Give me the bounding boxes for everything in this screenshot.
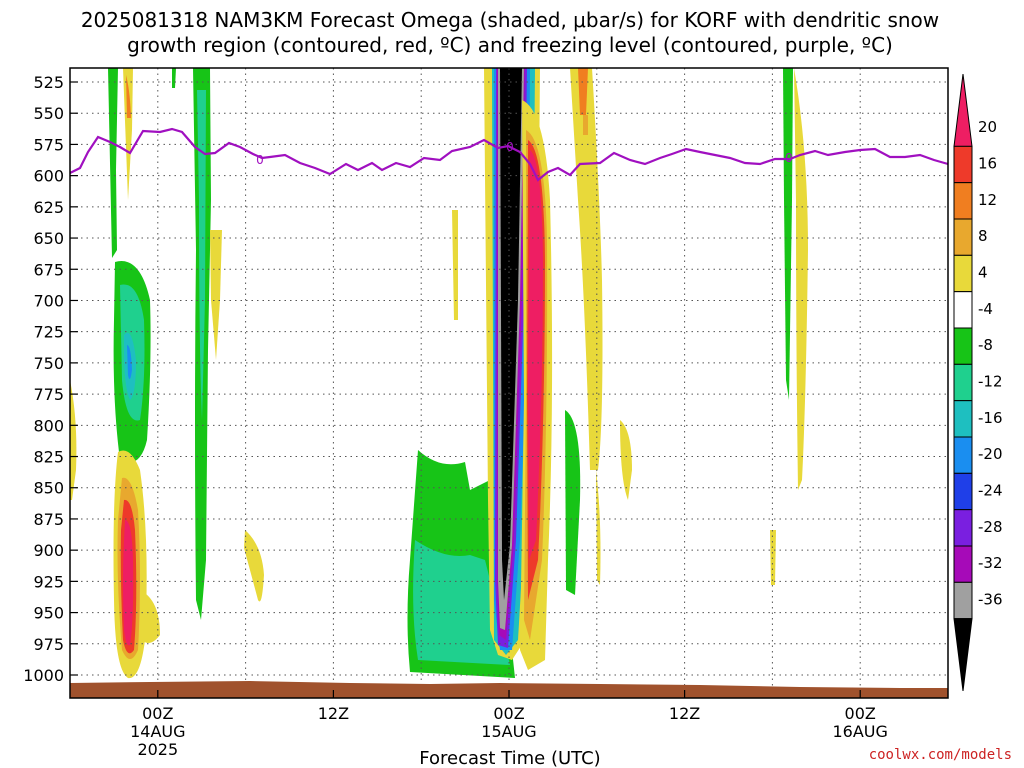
chart-title-line2: growth region (contoured, red, ºC) and f…: [127, 33, 893, 57]
freezing-level-contour: [69, 127, 949, 182]
y-tick-label: 600: [33, 167, 64, 186]
x-tick-label: 16AUG: [832, 722, 887, 741]
y-tick-label: 825: [33, 448, 64, 467]
colorbar-swatch: [953, 509, 973, 547]
x-tick-label: 2025: [137, 740, 178, 759]
colorbar-swatch: [953, 291, 973, 329]
colorbar-swatch: [953, 400, 973, 438]
ground-terrain: [70, 681, 948, 698]
y-tick-label: 550: [33, 104, 64, 123]
credit-text: coolwx.com/models: [869, 747, 1012, 763]
y-tick-label: 650: [33, 229, 64, 248]
x-tick-label: 12Z: [318, 704, 349, 723]
colorbar-swatch: [953, 73, 973, 147]
colorbar-swatch: [953, 182, 973, 220]
x-tick-label: 00Z: [142, 704, 173, 723]
y-tick-label: 950: [33, 604, 64, 623]
colorbar-swatch: [953, 218, 973, 256]
colorbar-swatch: [953, 545, 973, 583]
x-tick-label: 14AUG: [130, 722, 185, 741]
colorbar-label: -36: [978, 591, 1003, 609]
y-axis: 525 550 575 600 625 650 675 700 725 750 775 800 825 8…: [23, 73, 78, 685]
y-tick-label: 800: [33, 416, 64, 435]
colorbar: 20 16 12 8 4 -4 -8 -12 -16 -20 -24 -28 -32 -36: [953, 73, 1003, 692]
colorbar-swatch: [953, 618, 973, 692]
y-tick-label: 900: [33, 541, 64, 560]
contour-label: 0: [785, 151, 793, 165]
colorbar-label: -24: [978, 482, 1003, 500]
y-tick-label: 700: [33, 291, 64, 310]
colorbar-label: 16: [978, 155, 997, 173]
colorbar-swatch: [953, 581, 973, 620]
y-tick-label: 850: [33, 479, 64, 498]
x-tick-label: 15AUG: [481, 722, 536, 741]
x-tick-label: 12Z: [669, 704, 700, 723]
colorbar-label: -28: [978, 518, 1003, 536]
y-tick-label: 875: [33, 510, 64, 529]
colorbar-swatch: [953, 436, 973, 474]
freezing-level-labels: 0 0 0: [256, 140, 793, 167]
colorbar-label: -32: [978, 554, 1003, 572]
y-tick-label: 750: [33, 354, 64, 373]
y-tick-label: 525: [33, 73, 64, 92]
colorbar-swatch: [953, 145, 973, 184]
colorbar-label: -20: [978, 445, 1003, 463]
colorbar-label: -16: [978, 409, 1003, 427]
grid: [70, 68, 949, 698]
colorbar-swatch: [953, 472, 973, 511]
colorbar-label: 4: [978, 264, 988, 282]
colorbar-label: 20: [978, 118, 997, 136]
colorbar-label: 12: [978, 191, 997, 209]
colorbar-label: -12: [978, 373, 1003, 391]
x-axis-title: Forecast Time (UTC): [419, 748, 600, 768]
y-tick-label: 725: [33, 323, 64, 342]
colorbar-label: -4: [978, 300, 993, 318]
y-tick-label: 1000: [23, 666, 64, 685]
y-tick-label: 575: [33, 135, 64, 154]
colorbar-label: 8: [978, 227, 988, 245]
y-tick-label: 625: [33, 198, 64, 217]
x-tick-label: 00Z: [845, 704, 876, 723]
contour-label: 0: [256, 153, 264, 167]
chart-title-line1: 2025081318 NAM3KM Forecast Omega (shaded…: [81, 8, 939, 32]
colorbar-swatch: [953, 254, 973, 293]
x-tick-label: 00Z: [493, 704, 524, 723]
y-tick-label: 775: [33, 385, 64, 404]
colorbar-swatch: [953, 363, 973, 402]
colorbar-swatch: [953, 327, 973, 365]
colorbar-label: -8: [978, 336, 993, 354]
y-tick-label: 925: [33, 572, 64, 591]
contour-label: 0: [506, 140, 514, 154]
y-tick-label: 975: [33, 635, 64, 654]
omega-shading: [70, 68, 808, 679]
y-tick-label: 675: [33, 260, 64, 279]
